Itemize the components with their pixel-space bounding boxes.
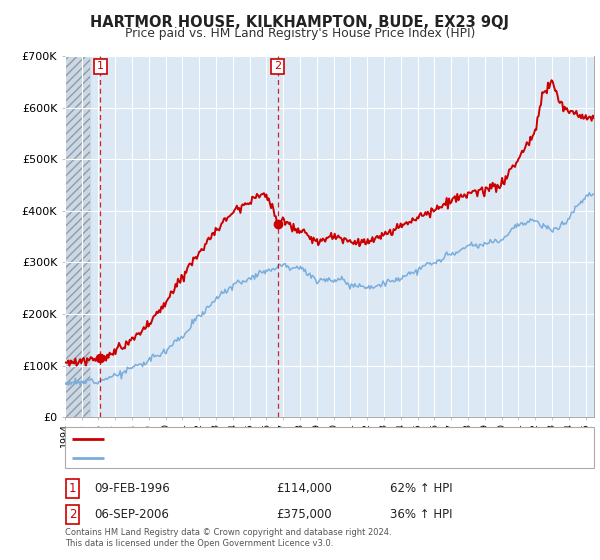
Text: 36% ↑ HPI: 36% ↑ HPI [390, 507, 452, 521]
Text: 1: 1 [97, 62, 104, 72]
Text: HPI: Average price, detached house, Cornwall: HPI: Average price, detached house, Corn… [110, 452, 348, 463]
Text: 62% ↑ HPI: 62% ↑ HPI [390, 482, 452, 495]
Text: 2: 2 [274, 62, 281, 72]
Bar [65, 56, 90, 417]
Text: Contains HM Land Registry data © Crown copyright and database right 2024.
This d: Contains HM Land Registry data © Crown c… [65, 528, 391, 548]
Text: £114,000: £114,000 [276, 482, 332, 495]
Text: 1: 1 [69, 482, 76, 495]
Text: HARTMOR HOUSE, KILKHAMPTON, BUDE, EX23 9QJ: HARTMOR HOUSE, KILKHAMPTON, BUDE, EX23 9… [91, 15, 509, 30]
Text: HARTMOR HOUSE, KILKHAMPTON, BUDE, EX23 9QJ (detached house): HARTMOR HOUSE, KILKHAMPTON, BUDE, EX23 9… [110, 433, 468, 444]
Text: Price paid vs. HM Land Registry's House Price Index (HPI): Price paid vs. HM Land Registry's House … [125, 27, 475, 40]
Text: 2: 2 [69, 507, 76, 521]
Bar [65, 56, 90, 417]
Text: 09-FEB-1996: 09-FEB-1996 [94, 482, 170, 495]
Text: £375,000: £375,000 [276, 507, 332, 521]
Text: 06-SEP-2006: 06-SEP-2006 [94, 507, 169, 521]
